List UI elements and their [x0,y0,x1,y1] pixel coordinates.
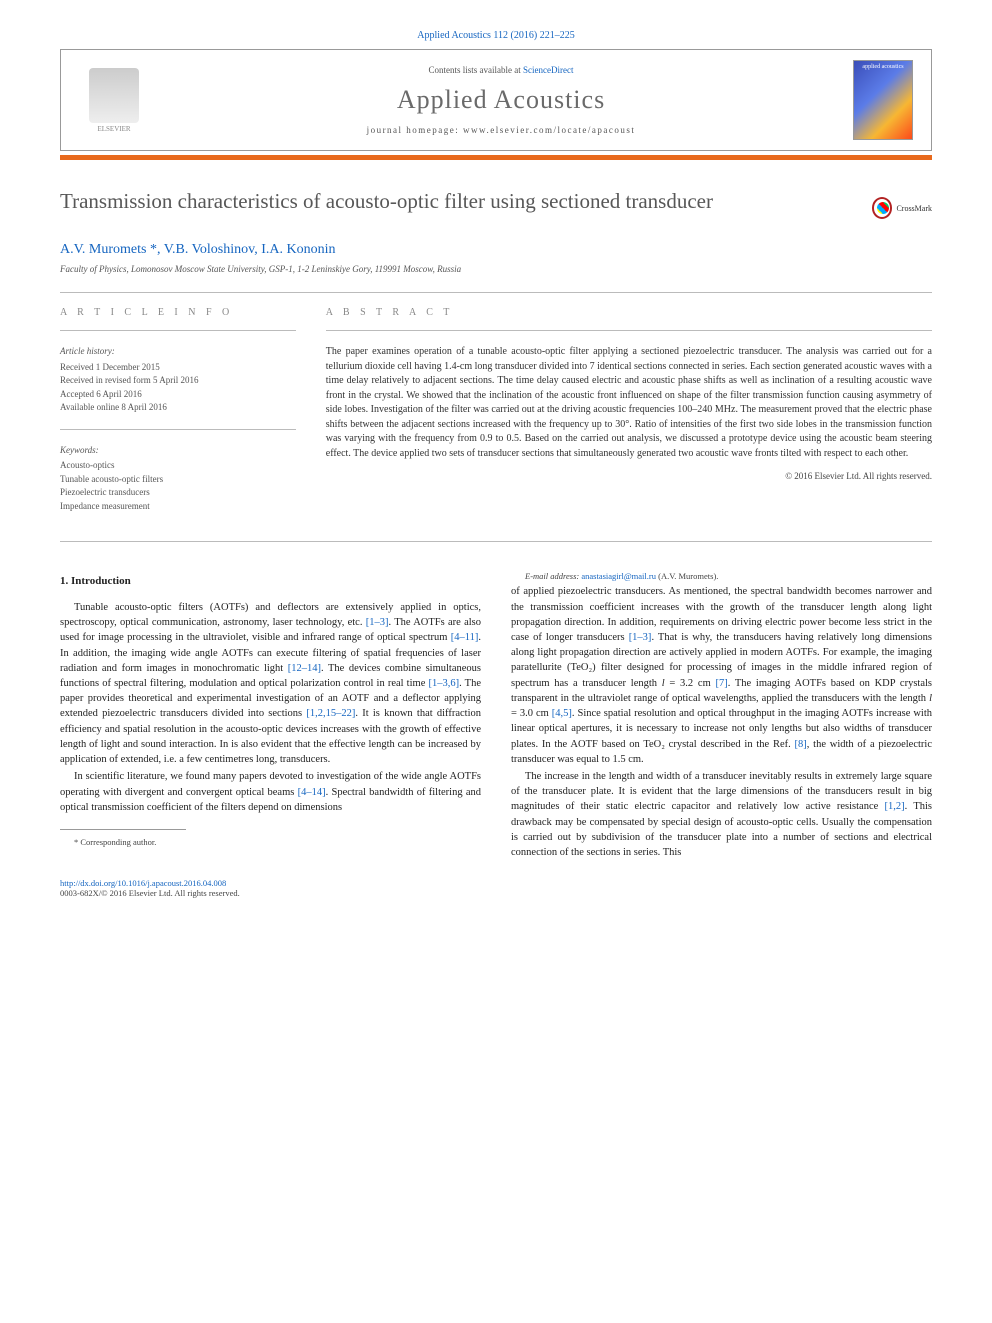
paragraph: The increase in the length and width of … [511,769,932,860]
divider [60,541,932,542]
affiliation: Faculty of Physics, Lomonosov Moscow Sta… [60,264,932,274]
paragraph: of applied piezoelectric transducers. As… [511,584,932,767]
publisher-logo: ELSEVIER [79,60,149,140]
contents-line: Contents lists available at ScienceDirec… [149,65,853,75]
issn-line: 0003-682X/© 2016 Elsevier Ltd. All right… [60,888,240,898]
journal-homepage: journal homepage: www.elsevier.com/locat… [149,125,853,135]
paragraph: In scientific literature, we found many … [60,769,481,815]
section-heading: 1. Introduction [60,574,481,590]
author-link[interactable]: A.V. Muromets *, V.B. Voloshinov, I.A. K… [60,242,336,257]
email-footnote: E-mail address: anastasiagirl@mail.ru (A… [511,570,932,582]
page-footer: http://dx.doi.org/10.1016/j.apacoust.201… [60,878,932,898]
abstract-label: a b s t r a c t [326,307,932,318]
homepage-url[interactable]: www.elsevier.com/locate/apacoust [463,125,635,135]
crossmark-icon [872,197,892,219]
email-link[interactable]: anastasiagirl@mail.ru [581,571,656,581]
ref-link[interactable]: [7] [715,678,727,689]
ref-link[interactable]: [12–14] [288,663,321,674]
keywords-block: Keywords: Acousto-optics Tunable acousto… [60,444,296,514]
ref-link[interactable]: [1,2,15–22] [306,708,355,719]
paper-title: Transmission characteristics of acousto-… [60,188,872,215]
citation-line: Applied Acoustics 112 (2016) 221–225 [60,30,932,41]
abstract-text: The paper examines operation of a tunabl… [326,345,932,461]
journal-name: Applied Acoustics [149,85,853,115]
ref-link[interactable]: [4–14] [298,787,326,798]
article-history: Article history: Received 1 December 201… [60,345,296,415]
ref-link[interactable]: [1–3] [629,632,652,643]
divider [60,292,932,293]
ref-link[interactable]: [4–11] [451,632,479,643]
abstract-copyright: © 2016 Elsevier Ltd. All rights reserved… [326,471,932,481]
publisher-label: ELSEVIER [97,125,130,133]
body-text: 1. Introduction Tunable acousto-optic fi… [60,570,932,860]
divider [326,330,932,331]
elsevier-tree-icon [89,68,139,123]
corresponding-author-note: * Corresponding author. [60,836,481,848]
journal-header: ELSEVIER Contents lists available at Sci… [60,49,932,151]
ref-link[interactable]: [1–3] [366,617,389,628]
journal-cover-thumbnail: applied acoustics [853,60,913,140]
sciencedirect-link[interactable]: ScienceDirect [523,65,573,75]
article-info-label: a r t i c l e i n f o [60,307,296,318]
ref-link[interactable]: [1–3,6] [428,678,459,689]
divider [60,330,296,331]
authors: A.V. Muromets *, V.B. Voloshinov, I.A. K… [60,242,932,258]
doi-link[interactable]: http://dx.doi.org/10.1016/j.apacoust.201… [60,878,226,888]
divider [60,429,296,430]
ref-link[interactable]: [1,2] [885,801,905,812]
accent-bar [60,155,932,160]
ref-link[interactable]: [8] [795,739,807,750]
citation-link[interactable]: Applied Acoustics 112 (2016) 221–225 [417,30,574,41]
ref-link[interactable]: [4,5] [552,708,572,719]
crossmark-badge[interactable]: CrossMark [872,188,932,228]
paragraph: Tunable acousto-optic filters (AOTFs) an… [60,600,481,767]
footnote-rule [60,829,186,830]
